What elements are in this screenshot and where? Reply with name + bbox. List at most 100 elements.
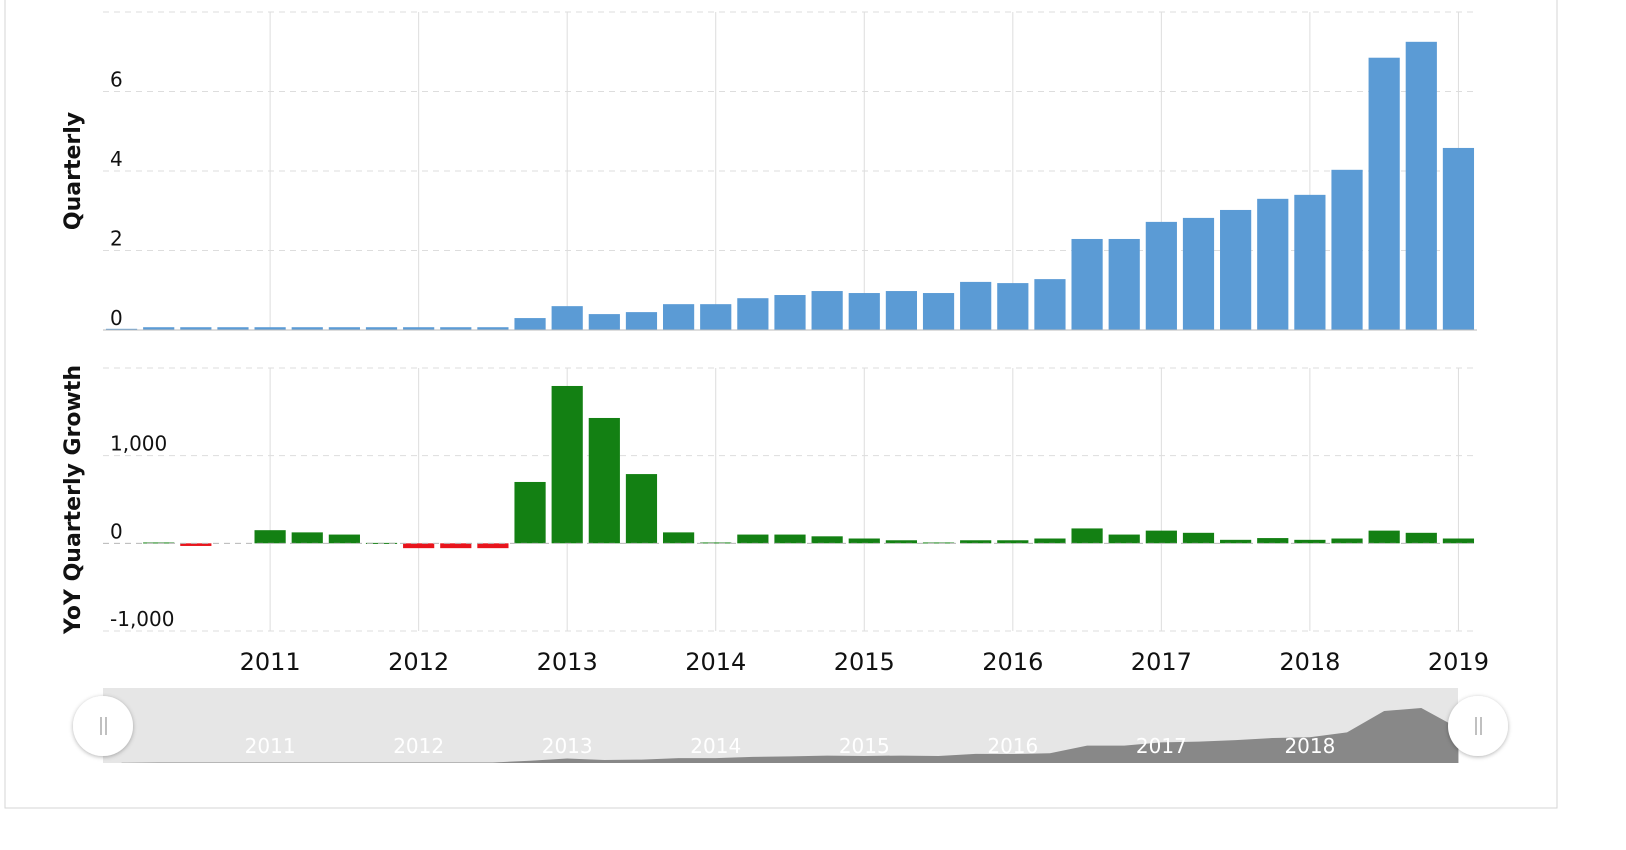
bar <box>328 534 360 544</box>
bar <box>848 293 880 330</box>
bar <box>1331 169 1363 330</box>
y-axis-title: Quarterly <box>61 112 86 230</box>
bar <box>1405 41 1437 330</box>
navigator-area <box>121 708 1459 763</box>
bar <box>1442 538 1475 544</box>
bar <box>1220 209 1252 330</box>
y-tick-label: 6 <box>110 68 123 92</box>
bar <box>551 385 583 544</box>
bar <box>811 291 843 330</box>
bar <box>1145 221 1177 330</box>
y-axis-title: YoY Quarterly Growth <box>61 365 86 635</box>
x-tick-label: 2017 <box>1131 648 1192 676</box>
bar <box>1182 217 1215 330</box>
bar <box>477 543 509 549</box>
navigator-label: 2012 <box>393 734 444 758</box>
bar <box>291 327 323 330</box>
bar <box>662 304 695 330</box>
bar <box>1442 147 1475 330</box>
bar <box>1034 538 1066 544</box>
bar <box>365 327 398 330</box>
navigator-label: 2016 <box>987 734 1038 758</box>
y-tick-label: -1,000 <box>110 607 174 631</box>
x-tick-label: 2013 <box>537 648 598 676</box>
navigator-label: 2018 <box>1284 734 1335 758</box>
bar <box>180 327 212 330</box>
bar <box>774 534 806 544</box>
bar <box>105 328 138 330</box>
bar <box>180 543 212 546</box>
navigator-label: 2013 <box>542 734 593 758</box>
x-tick-label: 2014 <box>685 648 746 676</box>
navigator-label: 2014 <box>690 734 741 758</box>
y-tick-label: 2 <box>110 227 123 251</box>
bar <box>440 327 472 330</box>
navigator-label: 2015 <box>839 734 890 758</box>
bar <box>885 540 918 544</box>
x-tick-label: 2012 <box>388 648 449 676</box>
bar <box>1108 534 1140 544</box>
x-tick-label: 2016 <box>982 648 1043 676</box>
bar <box>700 304 732 330</box>
bar <box>143 327 175 330</box>
bar <box>588 417 620 544</box>
bar <box>217 327 249 330</box>
x-tick-label: 2019 <box>1428 648 1489 676</box>
bar <box>700 542 732 544</box>
bar <box>1071 238 1103 330</box>
bar <box>960 281 992 330</box>
bar <box>1368 530 1400 544</box>
bar <box>254 327 286 330</box>
x-tick-label: 2018 <box>1279 648 1340 676</box>
bar <box>440 543 472 549</box>
bar <box>477 327 509 330</box>
y-tick-label: 0 <box>110 306 123 330</box>
x-tick-label: 2015 <box>834 648 895 676</box>
x-tick-label: 2011 <box>240 648 301 676</box>
navigator-handle[interactable] <box>73 696 133 756</box>
bar <box>1257 538 1289 544</box>
bar <box>737 298 769 330</box>
bar <box>848 538 880 544</box>
plots: 0 2 4 6 Quarterly -1,000 0 1,000 YoY Quarterly G… <box>61 11 1489 676</box>
bar <box>1368 57 1400 331</box>
y-tick-label: 0 <box>110 519 123 543</box>
bar <box>662 532 695 544</box>
bar <box>625 312 658 330</box>
bar <box>1182 532 1215 544</box>
frame <box>4 0 1558 809</box>
y-tick-label: 4 <box>110 147 123 171</box>
bar <box>1294 194 1326 330</box>
navigator-handle[interactable] <box>1448 696 1508 756</box>
bar <box>960 540 992 544</box>
bar <box>1071 528 1103 544</box>
bar <box>997 540 1029 544</box>
bar <box>1294 539 1326 544</box>
bar <box>885 291 918 330</box>
navigator-label: 2017 <box>1136 734 1187 758</box>
bar <box>737 534 769 544</box>
bar <box>291 532 323 544</box>
navigator-label: 2011 <box>245 734 296 758</box>
navigator-series: 2011 2012 2013 2014 2015 2016 2017 2018 <box>121 708 1459 763</box>
bar <box>551 306 583 330</box>
bar <box>514 481 546 544</box>
bar <box>774 295 806 330</box>
bar <box>1108 238 1140 330</box>
bar <box>625 474 658 544</box>
bar <box>1220 539 1252 544</box>
bar <box>922 542 955 544</box>
bar <box>1405 532 1437 544</box>
bar <box>254 530 286 544</box>
bar <box>588 314 620 330</box>
bar <box>997 283 1029 330</box>
bar <box>1145 530 1177 544</box>
bar <box>328 327 360 330</box>
bar <box>811 536 843 544</box>
bar <box>403 543 435 549</box>
bar <box>1331 538 1363 544</box>
bar <box>1257 198 1289 330</box>
bar <box>514 318 546 330</box>
bar <box>922 293 955 330</box>
